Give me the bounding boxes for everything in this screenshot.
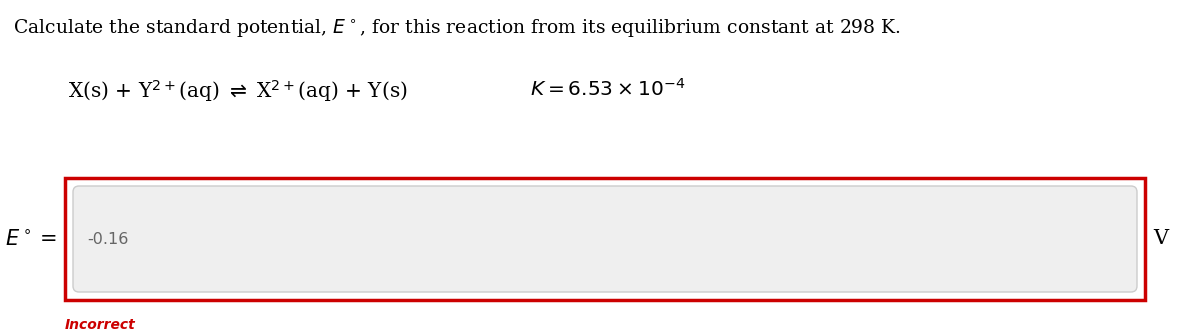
Text: V: V bbox=[1153, 229, 1168, 248]
Text: Incorrect: Incorrect bbox=[65, 318, 136, 332]
Text: $K = 6.53 \times 10^{-4}$: $K = 6.53 \times 10^{-4}$ bbox=[530, 78, 685, 100]
Text: -0.16: -0.16 bbox=[88, 231, 128, 246]
Text: $E^\circ =$: $E^\circ =$ bbox=[5, 229, 58, 249]
FancyBboxPatch shape bbox=[73, 186, 1138, 292]
Text: X(s) + Y$^{2+}$(aq) $\rightleftharpoons$ X$^{2+}$(aq) + Y(s): X(s) + Y$^{2+}$(aq) $\rightleftharpoons$… bbox=[68, 78, 408, 104]
Text: Calculate the standard potential, $E^\circ$, for this reaction from its equilibr: Calculate the standard potential, $E^\ci… bbox=[13, 17, 900, 39]
Bar bbox=[65, 178, 1145, 300]
